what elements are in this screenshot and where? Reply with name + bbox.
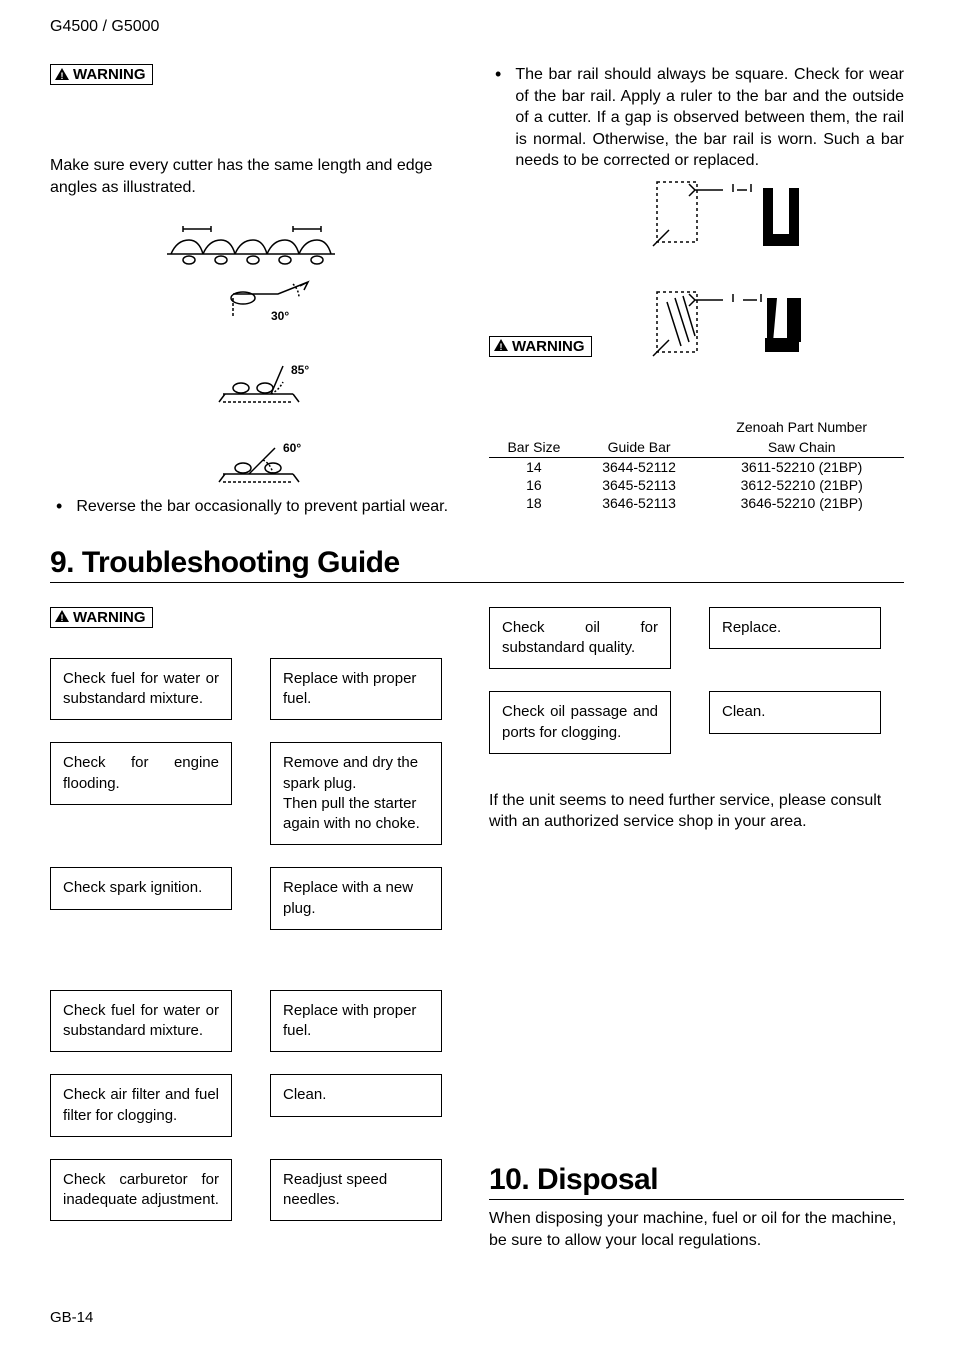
cell: 3644-52112 (579, 457, 700, 476)
warning-box-right: ! WARNING (489, 336, 592, 357)
svg-text:!: ! (61, 613, 64, 622)
check-box: Check fuel for water or substandard mixt… (50, 990, 232, 1053)
table-row: 14 3644-52112 3611-52210 (21BP) (489, 457, 904, 476)
section-9-rule (50, 582, 904, 583)
th-barsize: Bar Size (489, 417, 579, 458)
section-10-rule (489, 1199, 904, 1200)
trouble-row: Check spark ignition. Replace with a new… (50, 867, 465, 930)
bullet-icon: • (50, 496, 62, 518)
section-9-title: 9. Troubleshooting Guide (50, 546, 904, 580)
right-col: • The bar rail should always be square. … (489, 64, 904, 518)
service-note: If the unit seems to need further servic… (489, 790, 904, 833)
model-header: G4500 / G5000 (50, 18, 904, 36)
cell: 3611-52210 (21BP) (699, 457, 904, 476)
section-9: 9. Troubleshooting Guide (50, 546, 904, 583)
section-10: 10. Disposal When disposing your machine… (489, 1163, 904, 1251)
reverse-bar-text: Reverse the bar occasionally to prevent … (76, 496, 465, 518)
left-col: ! WARNING Make sure every cutter has the… (50, 64, 465, 518)
svg-text:!: ! (61, 71, 64, 80)
th-sawchain: Saw Chain (699, 437, 904, 458)
trouble-row: Check oil passage and ports for clogging… (489, 691, 904, 754)
trouble-row: Check carburetor for inadequate adjustme… (50, 1159, 465, 1222)
action-box: Replace with proper fuel. (270, 658, 442, 721)
angle-85: 85° (291, 363, 309, 377)
trouble-left: ! WARNING Check fuel for water or substa… (50, 607, 465, 1251)
trouble-row: Check fuel for water or substandard mixt… (50, 658, 465, 721)
cell: 3612-52210 (21BP) (699, 476, 904, 494)
table-row: 18 3646-52113 3646-52210 (21BP) (489, 494, 904, 512)
disposal-body: When disposing your machine, fuel or oil… (489, 1208, 904, 1251)
cell: 3645-52113 (579, 476, 700, 494)
angle-30: 30° (271, 309, 289, 323)
troubleshooting-grid: ! WARNING Check fuel for water or substa… (50, 607, 904, 1251)
check-box: Check air filter and fuel filter for clo… (50, 1074, 232, 1137)
warning-label: WARNING (512, 338, 585, 355)
cell: 16 (489, 476, 579, 494)
warning-box-trouble: ! WARNING (50, 607, 153, 628)
reverse-bar-bullet: • Reverse the bar occasionally to preven… (50, 496, 465, 518)
check-box: Check oil passage and ports for clogging… (489, 691, 671, 754)
cell: 14 (489, 457, 579, 476)
cell: 3646-52210 (21BP) (699, 494, 904, 512)
angle-60: 60° (283, 441, 301, 455)
warning-icon: ! (55, 68, 69, 82)
page-number: GB-14 (50, 1309, 93, 1326)
bar-rail-text: The bar rail should always be square. Ch… (515, 64, 904, 172)
trouble-row: Check for engine flooding. Remove and dr… (50, 742, 465, 845)
cell: 3646-52113 (579, 494, 700, 512)
trouble-row: Check fuel for water or substandard mixt… (50, 990, 465, 1053)
warning-label: WARNING (73, 609, 146, 626)
trouble-right: Check oil for substandard quality. Repla… (489, 607, 904, 1251)
warning-icon: ! (494, 339, 508, 353)
section-10-title: 10. Disposal (489, 1163, 904, 1197)
warning-icon: ! (55, 610, 69, 624)
cell: 18 (489, 494, 579, 512)
th-guidebar: Guide Bar (579, 417, 700, 458)
bullet-icon: • (489, 64, 501, 172)
action-box: Replace with a new plug. (270, 867, 442, 930)
svg-text:!: ! (500, 342, 503, 351)
action-box: Clean. (270, 1074, 442, 1116)
action-box: Clean. (709, 691, 881, 733)
trouble-row: Check air filter and fuel filter for clo… (50, 1074, 465, 1137)
check-box: Check for engine flooding. (50, 742, 232, 805)
upper-two-col: ! WARNING Make sure every cutter has the… (50, 64, 904, 518)
action-box: Readjust speed needles. (270, 1159, 442, 1222)
bar-rail-bullet: • The bar rail should always be square. … (489, 64, 904, 172)
th-partno: Zenoah Part Number (699, 417, 904, 437)
check-box: Check oil for substandard quality. (489, 607, 671, 670)
warning-box-left: ! WARNING (50, 64, 153, 85)
trouble-row: Check oil for substandard quality. Repla… (489, 607, 904, 670)
cutter-note: Make sure every cutter has the same leng… (50, 155, 465, 198)
check-box: Check fuel for water or substandard mixt… (50, 658, 232, 721)
warning-label: WARNING (73, 66, 146, 83)
check-box: Check spark ignition. (50, 867, 232, 909)
check-box: Check carburetor for inadequate adjustme… (50, 1159, 232, 1222)
cutter-illustration: 30° 85° (50, 224, 465, 484)
table-row: 16 3645-52113 3612-52210 (21BP) (489, 476, 904, 494)
action-box: Replace. (709, 607, 881, 649)
action-box: Replace with proper fuel. (270, 990, 442, 1053)
action-box: Remove and dry the spark plug. Then pull… (270, 742, 442, 845)
parts-table: Bar Size Guide Bar Zenoah Part Number Sa… (489, 417, 904, 512)
